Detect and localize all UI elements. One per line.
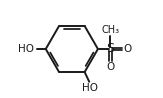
Text: CH₃: CH₃ [101,25,119,35]
Text: O: O [106,62,115,72]
Text: HO: HO [18,44,34,54]
Text: O: O [124,44,132,54]
Text: S: S [106,43,114,55]
Text: HO: HO [82,83,98,93]
